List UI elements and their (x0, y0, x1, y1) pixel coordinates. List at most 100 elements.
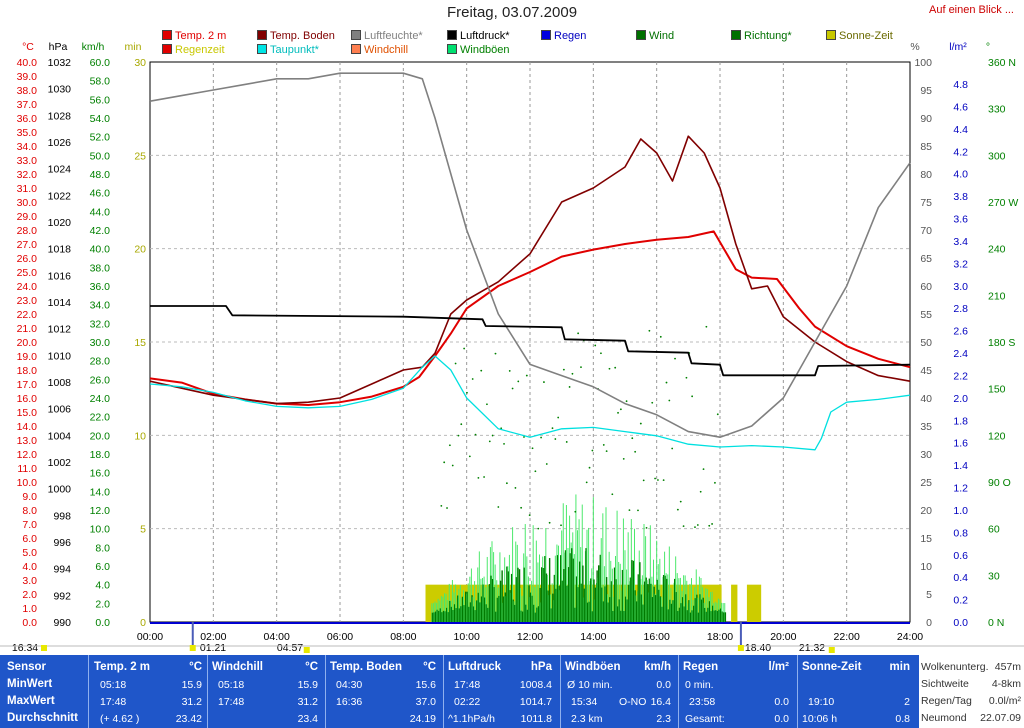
direction-dot (474, 433, 477, 436)
legend-item: Sonne-Zeit (826, 30, 893, 42)
direction-dot (486, 403, 488, 406)
legend-swatch (162, 30, 172, 40)
direction-dot (657, 479, 659, 481)
percent-tick-label: 45 (920, 365, 932, 377)
time-tick-label: 10:00 (454, 631, 480, 643)
row-label-sensor: Sensor (7, 661, 46, 673)
rain-tick-label: 1.6 (953, 438, 968, 450)
rain-tick-label: 4.6 (953, 101, 968, 113)
direction-dot (540, 436, 542, 439)
wind-tick-label: 6.0 (95, 561, 110, 573)
direction-dot (642, 479, 645, 482)
legend-item: Temp. Boden (257, 30, 335, 42)
direction-dot (602, 444, 605, 446)
pressure-tick-label: 1016 (48, 270, 72, 282)
direction-dot (537, 527, 540, 530)
direction-dot (608, 367, 611, 370)
direction-dot (605, 450, 608, 453)
overview-link[interactable]: Auf einen Blick ... (929, 4, 1014, 16)
direction-dot (520, 506, 523, 509)
direction-tick-label: 120 (988, 430, 1006, 442)
luftdruck-max-time: 02:22 (454, 696, 481, 708)
temp2m-min: 15.9 (181, 679, 202, 691)
legend-item: Richtung* (731, 30, 792, 42)
percent-tick-label: 20 (920, 505, 932, 517)
legend-item: Wind (636, 30, 674, 42)
series-line-luftfeuchte- (149, 72, 911, 438)
weather-chart: 40.0 39.0 38.0 37.0 36.0 35.0 34.0 33.0 32.0 31.0… (0, 41, 1024, 654)
pressure-tick-label: 1014 (48, 297, 72, 309)
direction-dot (568, 386, 571, 388)
direction-dot (440, 504, 443, 507)
temp-boden-header: Temp. Boden (330, 661, 402, 673)
time-tick-label: 02:00 (200, 631, 226, 643)
divider (560, 655, 561, 728)
pressure-tick-label: 1028 (48, 110, 72, 122)
stats-table: Sensor MinWert MaxWert Durchschnitt Temp… (0, 655, 1024, 728)
direction-dot (585, 481, 588, 484)
rain-tick-label: 0.8 (953, 527, 968, 539)
direction-dot (503, 442, 505, 445)
direction-dot (668, 399, 671, 402)
pressure-tick-label: 1006 (48, 404, 72, 416)
direction-dot (571, 372, 574, 375)
legend-label: Temp. Boden (270, 30, 335, 42)
direction-dot (665, 381, 668, 384)
temp-tick-label: 16.0 (17, 393, 38, 405)
rain-tick-label: 4.8 (953, 79, 968, 91)
axis-unit-pressure: hPa (49, 41, 68, 53)
divider (678, 655, 679, 728)
wind-tick-label: 26.0 (90, 374, 111, 386)
direction-dot (560, 524, 562, 527)
direction-tick-label: 60 (988, 524, 1000, 536)
percent-tick-label: 85 (920, 141, 932, 153)
axis-unit-temp: °C (22, 41, 34, 53)
temp-tick-label: 11.0 (17, 463, 37, 475)
legend-label: Windchill (364, 44, 409, 56)
wind-tick-label: 60.0 (90, 57, 111, 69)
temp-tick-label: 36.0 (17, 113, 38, 125)
time-tick-label: 16:00 (644, 631, 670, 643)
temp-tick-label: 5.0 (22, 547, 37, 559)
direction-dot (557, 416, 560, 419)
direction-dot (634, 450, 637, 453)
regen-total-label: Gesamt: (685, 713, 725, 725)
temp-tick-label: 21.0 (17, 323, 38, 335)
temp2m-header: Temp. 2 m (94, 661, 151, 673)
direction-dot (654, 477, 656, 480)
info-value: 22.07.09 (980, 712, 1021, 724)
wind-tick-label: 48.0 (90, 169, 111, 181)
percent-tick-label: 95 (920, 85, 932, 97)
wind-tick-label: 10.0 (90, 524, 111, 536)
pressure-tick-label: 1008 (48, 377, 72, 389)
wind-tick-label: 16.0 (90, 468, 111, 480)
percent-tick-label: 75 (920, 197, 932, 209)
legend-label: Taupunkt* (270, 44, 319, 56)
minutes-tick-label: 20 (134, 244, 146, 256)
direction-dot (705, 325, 708, 328)
pressure-tick-label: 998 (53, 510, 71, 522)
direction-dot (637, 509, 639, 512)
temp-tick-label: 8.0 (22, 505, 37, 517)
rain-tick-label: 0.2 (953, 595, 968, 607)
direction-dot (471, 378, 474, 380)
time-tick-label: 22:00 (834, 631, 860, 643)
direction-dot (446, 507, 448, 509)
col-windboeen: Windböen km/h Ø 10 min. 0.0 15:34 O-NO 1… (565, 655, 675, 728)
direction-dot (460, 423, 463, 426)
pressure-tick-label: 1004 (48, 430, 72, 442)
temp-tick-label: 27.0 (17, 239, 38, 251)
wind-tick-label: 52.0 (90, 132, 111, 144)
percent-tick-label: 65 (920, 253, 932, 265)
temp-tick-label: 10.0 (17, 477, 38, 489)
direction-dot (645, 527, 648, 529)
legend-item: Luftdruck* (447, 30, 510, 42)
regen-max: 0.0 (774, 696, 789, 708)
direction-dot (565, 441, 568, 443)
temp-tick-label: 38.0 (17, 85, 38, 97)
rain-tick-label: 2.2 (953, 370, 968, 382)
legend-item: Taupunkt* (257, 44, 319, 56)
pressure-tick-label: 1024 (48, 164, 72, 176)
time-tick-label: 12:00 (517, 631, 543, 643)
temp-tick-label: 23.0 (17, 295, 38, 307)
